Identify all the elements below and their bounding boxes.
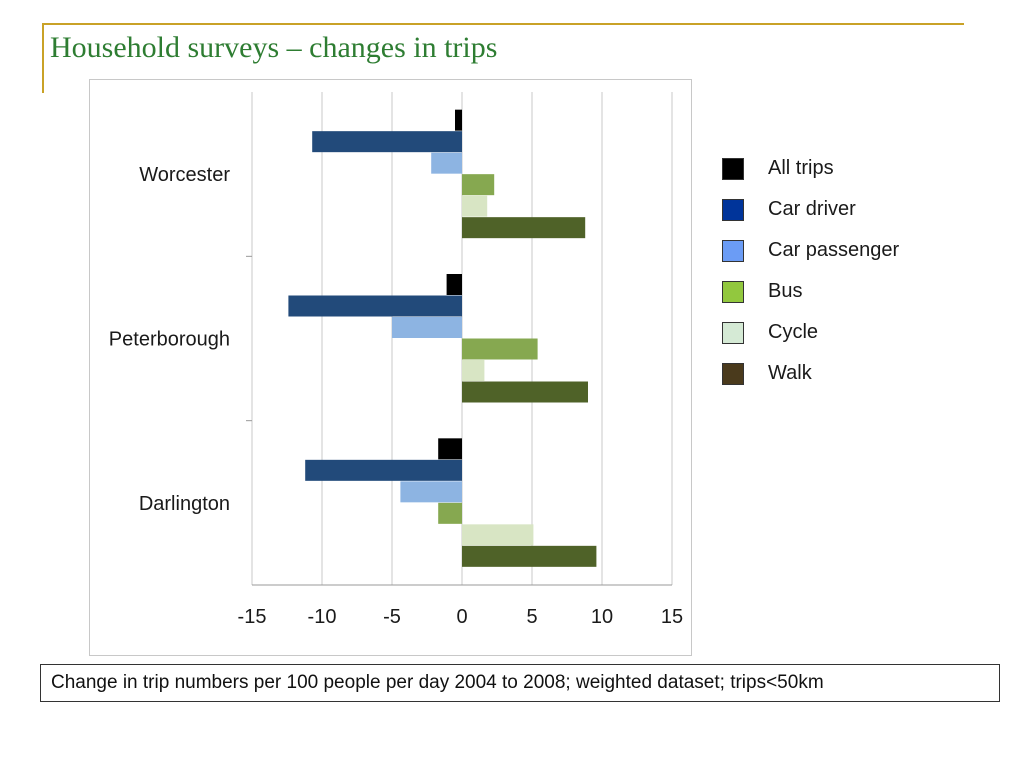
bar-bus	[462, 174, 495, 196]
title-accent-rule	[42, 23, 964, 25]
title-accent-rule-vertical	[42, 23, 44, 93]
bar-car-passenger	[392, 317, 462, 338]
chart-caption: Change in trip numbers per 100 people pe…	[40, 664, 1000, 702]
bar-cycle	[462, 195, 488, 217]
legend-label: Car passenger	[768, 239, 900, 261]
bar-walk	[462, 545, 597, 567]
legend-item-bus: Bus	[722, 271, 899, 312]
bar-all-trips	[455, 109, 462, 131]
bar-car-passenger	[431, 152, 462, 174]
legend-item-all-trips: All trips	[722, 148, 899, 189]
legend-swatch	[722, 362, 744, 385]
legend-label: Cycle	[768, 321, 819, 343]
legend-item-car-passenger: Car passenger	[722, 230, 899, 271]
legend-item-cycle: Cycle	[722, 312, 899, 353]
bar-cycle	[462, 524, 534, 546]
bar-cycle	[462, 360, 485, 381]
bar-bus	[462, 338, 538, 360]
legend-label: Bus	[768, 280, 803, 302]
category-label: Peterborough	[109, 329, 230, 351]
bar-car-driver	[288, 295, 462, 317]
legend-swatch	[722, 157, 744, 180]
bar-all-trips	[446, 274, 462, 295]
legend-label: All trips	[768, 157, 834, 179]
legend-swatch	[722, 321, 744, 344]
legend-swatch	[722, 239, 744, 262]
x-tick-label: -10	[308, 606, 337, 628]
legend-label: Car driver	[768, 198, 856, 220]
x-tick-label: 10	[591, 606, 613, 628]
bar-walk	[462, 381, 588, 403]
bar-car-passenger	[400, 481, 462, 503]
chart-legend: All trips Car driver Car passenger Bus C…	[722, 148, 899, 394]
legend-swatch	[722, 280, 744, 303]
category-label: Worcester	[139, 164, 230, 186]
legend-item-walk: Walk	[722, 353, 899, 394]
x-tick-label: 15	[661, 606, 683, 628]
bar-bus	[438, 502, 462, 524]
bar-car-driver	[305, 459, 462, 481]
x-tick-label: 5	[526, 606, 537, 628]
x-tick-label: -5	[383, 606, 401, 628]
category-label: Darlington	[139, 493, 230, 515]
bar-all-trips	[438, 438, 462, 460]
slide-title: Household surveys – changes in trips	[50, 31, 498, 64]
legend-label: Walk	[768, 362, 812, 384]
x-tick-label: -15	[238, 606, 267, 628]
bar-walk	[462, 217, 586, 239]
bar-chart: Worcester Peterborough Darlington -15 -10 -5 0…	[109, 92, 683, 628]
x-tick-label: 0	[456, 606, 467, 628]
legend-swatch	[722, 198, 744, 221]
legend-item-car-driver: Car driver	[722, 189, 899, 230]
bar-car-driver	[312, 131, 462, 153]
chart-frame: Worcester Peterborough Darlington -15 -10 -5 0…	[89, 79, 692, 656]
